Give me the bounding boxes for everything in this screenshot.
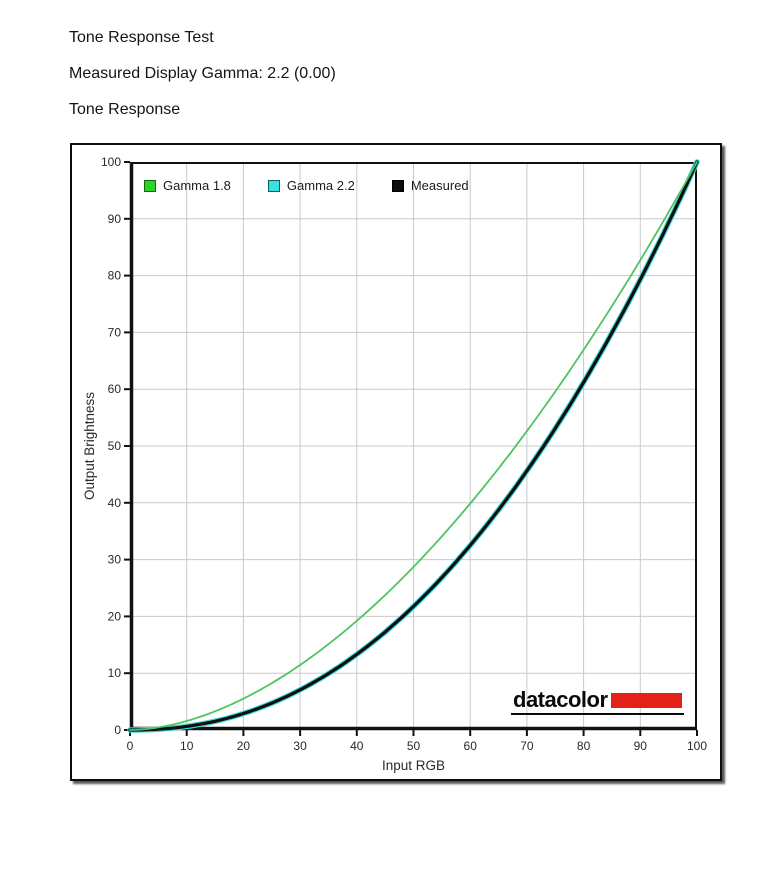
legend-item-measured: Measured [391,178,469,193]
y-tick-label: 0 [114,723,121,737]
curve-gamma-1-8 [129,161,698,731]
plot-area: 0 10 20 30 40 50 60 70 80 90 100 0 10 20 30 40 50 60 70 80 9… [82,155,707,773]
datacolor-logo: datacolor [511,687,684,715]
legend-item-gamma-2-2: Gamma 2.2 [267,178,355,193]
legend-label-gamma-2-2: Gamma 2.2 [286,178,355,193]
y-axis-title: Output Brightness [82,392,97,500]
y-tick-label: 50 [108,439,122,453]
section-title: Tone Response [69,101,181,118]
y-tick-label: 60 [108,382,122,396]
y-tick-label: 100 [101,155,121,169]
y-tick-label: 20 [108,609,122,623]
datacolor-logo-red-bar [610,692,682,708]
datacolor-logo-text: datacolor [513,687,608,712]
legend-swatch-gamma-1-8 [144,179,156,192]
curve-measured [128,160,699,732]
report-header: Tone Response Test Measured Display Gamm… [69,30,336,138]
tone-response-chart-box: 0 10 20 30 40 50 60 70 80 90 100 0 10 20 30 40 50 60 70 80 9… [70,143,722,781]
x-tick-label: 80 [577,739,591,753]
legend-item-gamma-1-8: Gamma 1.8 [144,178,231,193]
legend-label-measured: Measured [410,178,469,193]
x-tick-label: 10 [180,739,194,753]
chart-legend: Gamma 1.8 Gamma 2.2 Measured [144,178,469,193]
legend-swatch-measured [391,179,404,192]
x-tick-label: 20 [237,739,251,753]
legend-swatch-gamma-2-2 [267,179,280,192]
x-tick-label: 40 [350,739,364,753]
x-tick-label: 0 [127,739,134,753]
x-tick-label: 50 [407,739,421,753]
x-tick-label: 60 [464,739,478,753]
x-tick-label: 70 [520,739,534,753]
y-tick-label: 80 [108,269,122,283]
measured-gamma-text: Measured Display Gamma: 2.2 (0.00) [69,65,336,82]
chart-canvas: 0 10 20 30 40 50 60 70 80 90 100 0 10 20 30 40 50 60 70 80 9… [82,155,707,773]
report-title: Tone Response Test [69,29,214,46]
y-tick-label: 30 [108,553,122,567]
x-tick-label: 30 [293,739,307,753]
y-tick-label: 10 [108,666,122,680]
y-tick-label: 40 [108,496,122,510]
x-tick-label: 100 [687,739,707,753]
x-axis-title: Input RGB [382,758,445,773]
legend-label-gamma-1-8: Gamma 1.8 [163,178,231,193]
x-tick-label: 90 [634,739,648,753]
y-tick-label: 90 [108,212,122,226]
y-tick-label: 70 [108,325,122,339]
